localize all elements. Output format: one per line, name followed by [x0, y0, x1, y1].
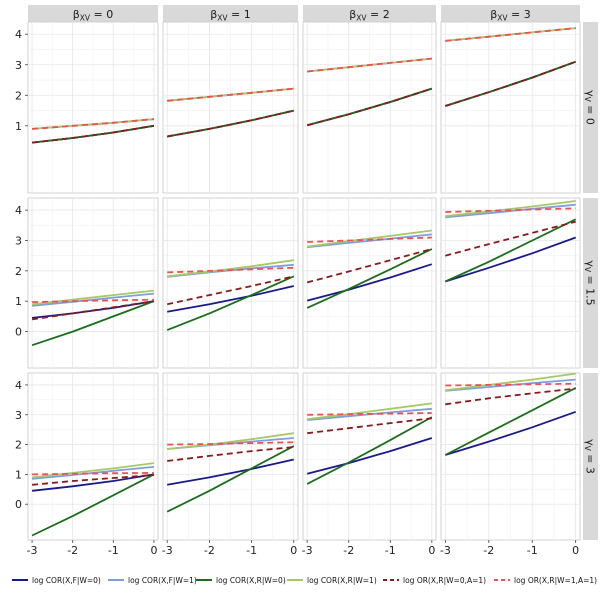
column-strip-label: βXV = 0: [73, 8, 114, 23]
series-line: [31, 300, 155, 347]
x-tick-label: -1: [527, 544, 538, 557]
y-tick-label: 1: [15, 468, 22, 481]
column-strip: [163, 5, 298, 22]
series-line: [167, 446, 294, 462]
series-line: [167, 109, 295, 138]
x-tick-label: -2: [343, 544, 354, 557]
row-strip: [583, 198, 598, 368]
column-strip: [441, 5, 580, 22]
series-line: [445, 382, 576, 387]
row-strip: [583, 373, 598, 540]
x-tick-label: -2: [483, 544, 494, 557]
series-line: [166, 445, 295, 513]
column-strip-label: βXV = 2: [349, 8, 390, 23]
series-line: [445, 60, 577, 107]
series-line: [31, 473, 155, 537]
series-line: [307, 57, 432, 73]
row-strip-label: γV = 1.5: [584, 260, 598, 305]
series-line: [307, 233, 432, 249]
row-strip-label: γV = 0: [584, 90, 598, 125]
y-tick-label: 3: [15, 59, 22, 72]
series-line: [32, 118, 154, 130]
y-tick-label: 3: [15, 235, 22, 248]
column-strip-label: βXV = 3: [490, 8, 531, 23]
series-line: [167, 441, 294, 446]
series-line: [31, 124, 155, 144]
series-line: [444, 218, 577, 283]
y-tick-label: 0: [15, 498, 22, 511]
series-line: [167, 285, 295, 313]
y-tick-label: 4: [15, 28, 22, 41]
x-tick-label: -3: [440, 544, 451, 557]
series-line: [307, 417, 432, 435]
series-line: [307, 412, 432, 416]
series-line: [306, 248, 433, 309]
column-strip: [303, 5, 436, 22]
legend-label: log COR(X,R|W=1): [307, 576, 377, 585]
series-line: [306, 263, 433, 302]
y-tick-label: 1: [15, 295, 22, 308]
y-tick-label: 2: [15, 265, 22, 278]
series-line: [306, 416, 433, 485]
y-tick-label: 0: [15, 326, 22, 339]
series-line: [166, 275, 295, 331]
x-tick-label: -1: [246, 544, 257, 557]
series-line: [306, 437, 433, 475]
series-line: [167, 275, 295, 306]
series-line: [306, 87, 433, 127]
y-tick-label: 1: [15, 120, 22, 133]
series-line: [445, 387, 576, 406]
x-tick-label: -3: [27, 544, 38, 557]
y-tick-label: 2: [15, 439, 22, 452]
series-line: [307, 402, 432, 421]
legend-label: log COR(X,F|W=1): [128, 576, 197, 585]
x-tick-label: 0: [572, 544, 579, 557]
x-tick-label: -3: [162, 544, 173, 557]
y-tick-label: 2: [15, 89, 22, 102]
series-line: [445, 410, 577, 456]
series-line: [167, 458, 294, 486]
series-line: [32, 298, 154, 303]
row-strip-label: γV = 3: [584, 439, 598, 474]
series-line: [167, 259, 294, 278]
x-tick-label: -2: [67, 544, 78, 557]
legend-label: log COR(X,R|W=0): [216, 576, 286, 585]
series-line: [31, 300, 155, 321]
x-tick-label: 0: [150, 544, 157, 557]
row-strip: [583, 22, 598, 193]
series-line: [445, 372, 576, 392]
x-tick-label: -1: [385, 544, 396, 557]
x-tick-label: -1: [108, 544, 119, 557]
x-tick-label: 0: [290, 544, 297, 557]
series-line: [445, 200, 576, 218]
series-line: [167, 87, 294, 102]
series-line: [445, 207, 576, 213]
series-line: [445, 27, 576, 42]
column-strip: [28, 5, 158, 22]
series-line: [445, 220, 576, 257]
series-line: [32, 462, 155, 479]
legend-label: log COR(X,F|W=0): [32, 576, 101, 585]
series-line: [307, 229, 432, 248]
series-line: [167, 432, 294, 450]
y-tick-label: 4: [15, 379, 22, 392]
y-tick-label: 3: [15, 409, 22, 422]
series-line: [445, 236, 577, 283]
series-line: [32, 292, 154, 307]
series-line: [32, 474, 154, 486]
x-tick-label: 0: [428, 544, 435, 557]
legend-label: log OR(X,R|W=0,A=1): [403, 576, 486, 585]
series-line: [307, 236, 432, 243]
x-tick-label: -3: [302, 544, 313, 557]
series-line: [32, 473, 155, 492]
series-line: [32, 472, 154, 476]
series-line: [167, 266, 294, 274]
series-line: [306, 248, 433, 284]
column-strip-label: βXV = 1: [210, 8, 251, 23]
series-line: [444, 387, 577, 456]
x-tick-label: -2: [204, 544, 215, 557]
y-tick-label: 4: [15, 204, 22, 217]
legend-label: log OR(X,R|W=1,A=1): [514, 576, 597, 585]
